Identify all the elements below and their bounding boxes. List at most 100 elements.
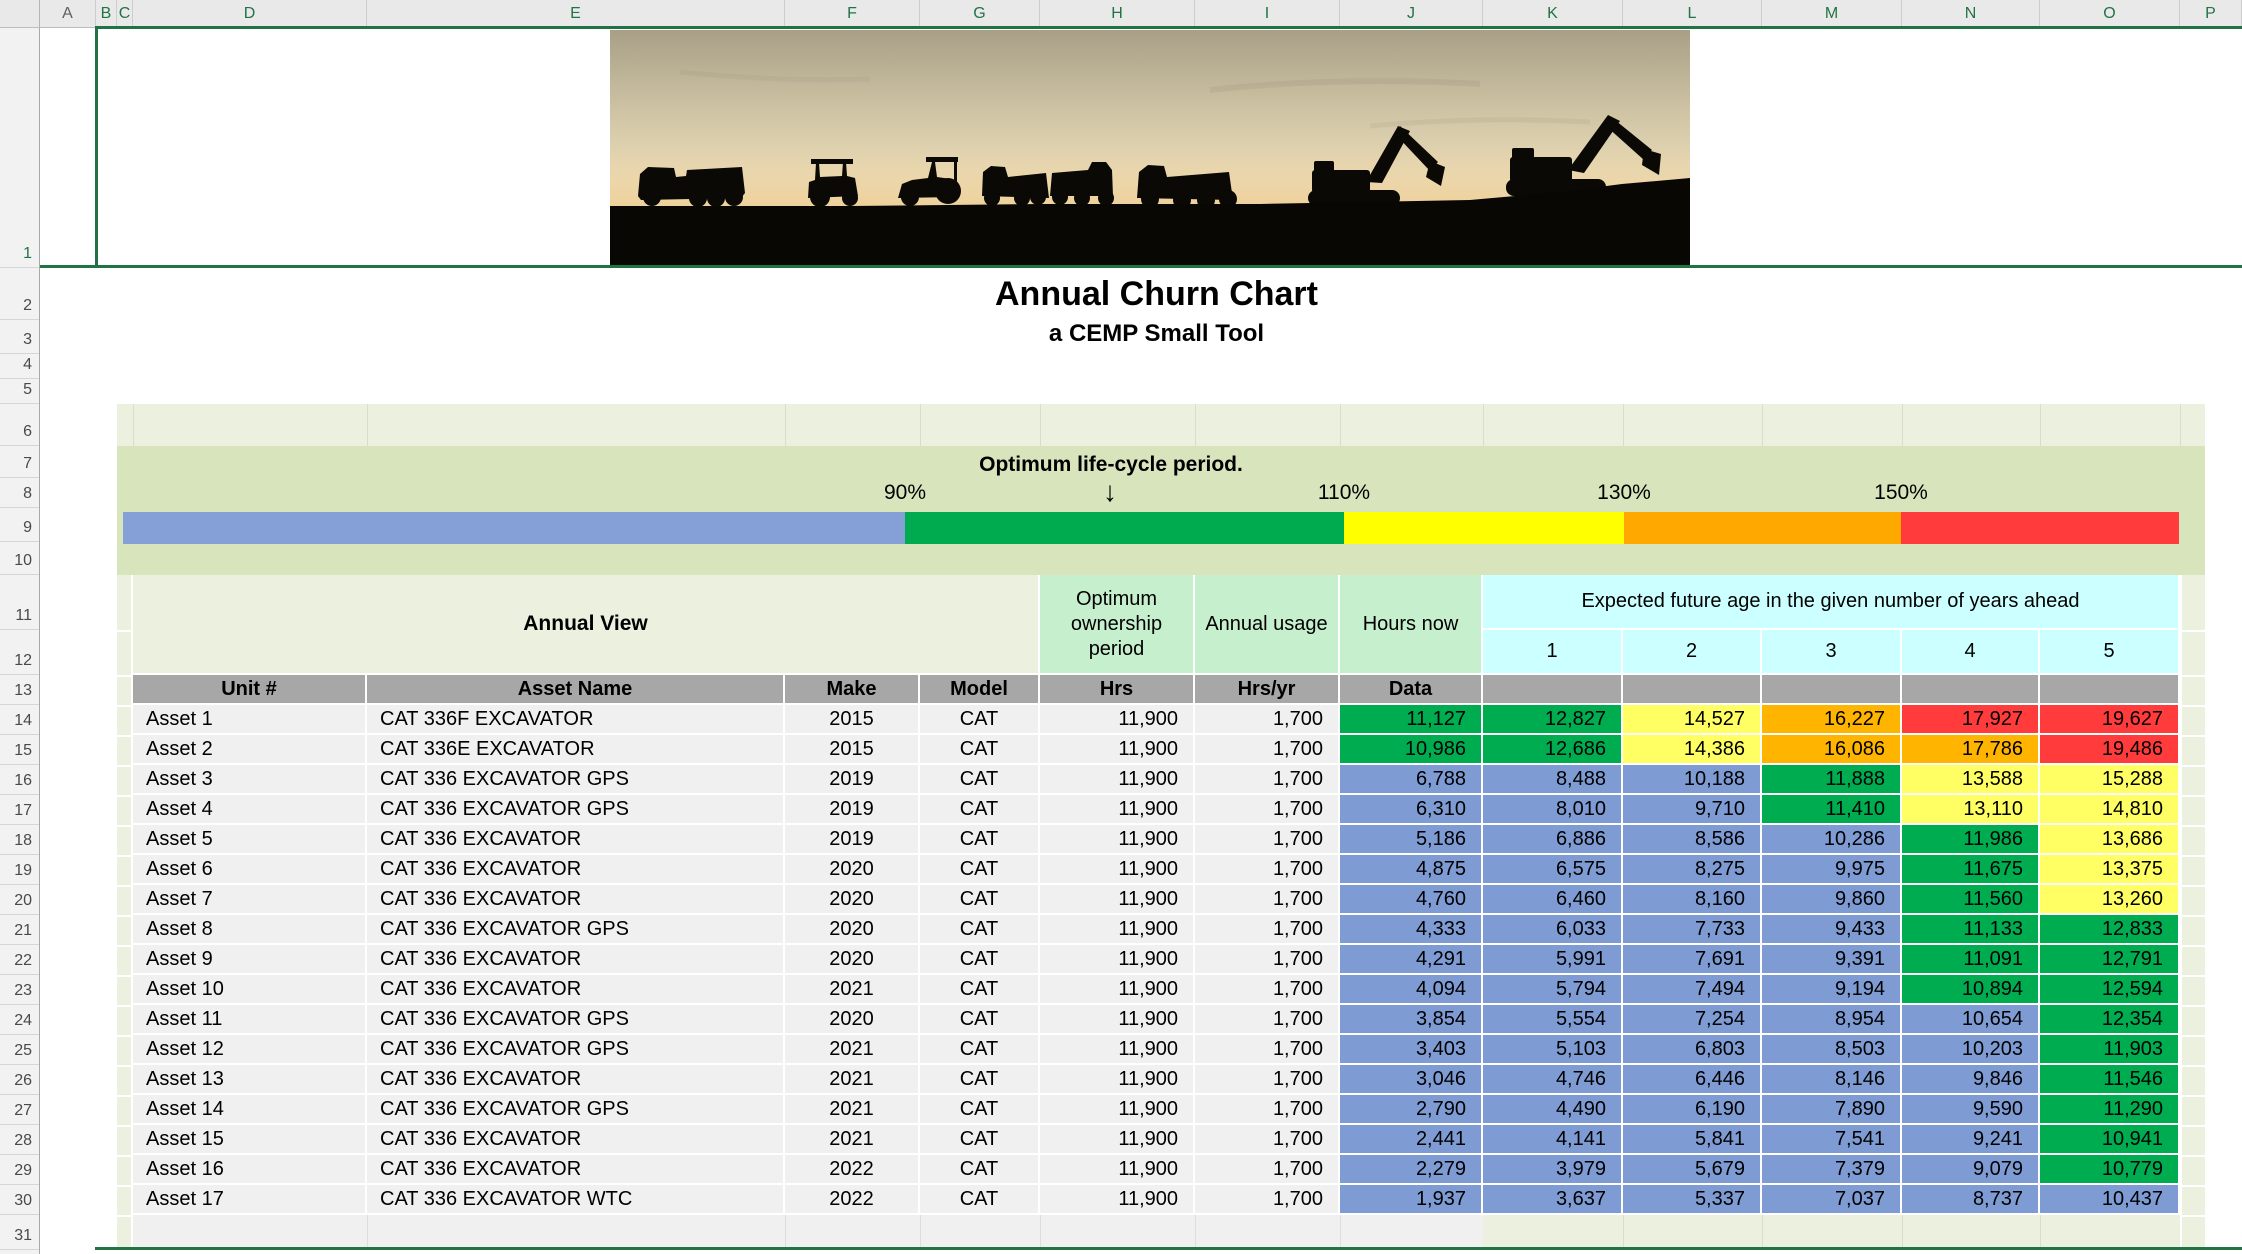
cell-year-3[interactable]: 8,954	[1762, 1005, 1902, 1035]
column-header-H[interactable]: H	[1040, 0, 1195, 27]
col-header-empty[interactable]	[1623, 675, 1762, 705]
cell-year-5[interactable]: 11,546	[2040, 1065, 2180, 1095]
cell-hrs-yr[interactable]: 1,700	[1195, 855, 1340, 885]
col-header-empty[interactable]	[1902, 675, 2040, 705]
cell-model[interactable]: CAT	[920, 1095, 1040, 1125]
cell-year-5[interactable]: 13,375	[2040, 855, 2180, 885]
cell-hrs-yr[interactable]: 1,700	[1195, 1125, 1340, 1155]
cell-year-3[interactable]: 10,286	[1762, 825, 1902, 855]
cell-model[interactable]: CAT	[920, 1005, 1040, 1035]
cell-asset-name[interactable]: CAT 336 EXCAVATOR GPS	[367, 1005, 785, 1035]
cell-model[interactable]: CAT	[920, 1155, 1040, 1185]
cell-year-0[interactable]: 4,291	[1340, 945, 1483, 975]
lifecycle-title[interactable]: Optimum life-cycle period.	[979, 453, 1243, 476]
cell-make[interactable]: 2020	[785, 855, 920, 885]
cell-year-2[interactable]: 8,275	[1623, 855, 1762, 885]
cell-make[interactable]: 2020	[785, 945, 920, 975]
cell-year-0[interactable]: 6,310	[1340, 795, 1483, 825]
cell-year-3[interactable]: 7,541	[1762, 1125, 1902, 1155]
cell-year-4[interactable]: 17,786	[1902, 735, 2040, 765]
cell-year-3[interactable]: 9,391	[1762, 945, 1902, 975]
cell-hrs-yr[interactable]: 1,700	[1195, 735, 1340, 765]
row-header-6[interactable]: 6	[0, 404, 39, 446]
cell-unit[interactable]: Asset 4	[133, 795, 367, 825]
lifecycle-bar-segment-90-110-optimum[interactable]	[905, 512, 1344, 544]
row-header-17[interactable]: 17	[0, 795, 39, 825]
cell-year-5[interactable]: 19,486	[2040, 735, 2180, 765]
cell-asset-name[interactable]: CAT 336 EXCAVATOR WTC	[367, 1185, 785, 1215]
cell-year-1[interactable]: 5,991	[1483, 945, 1623, 975]
year-col-header-5[interactable]: 5	[2040, 630, 2180, 675]
cell-year-5[interactable]: 13,260	[2040, 885, 2180, 915]
cell-model[interactable]: CAT	[920, 1125, 1040, 1155]
col-header-make[interactable]: Make	[785, 675, 920, 705]
col-header-data[interactable]: Data	[1340, 675, 1483, 705]
cell-year-5[interactable]: 11,903	[2040, 1035, 2180, 1065]
cell-year-4[interactable]: 10,203	[1902, 1035, 2040, 1065]
cell-year-4[interactable]: 9,241	[1902, 1125, 2040, 1155]
cell-year-1[interactable]: 6,575	[1483, 855, 1623, 885]
row-header-15[interactable]: 15	[0, 735, 39, 765]
cell-year-0[interactable]: 3,854	[1340, 1005, 1483, 1035]
row-header-20[interactable]: 20	[0, 885, 39, 915]
cell-model[interactable]: CAT	[920, 795, 1040, 825]
cell-year-2[interactable]: 6,803	[1623, 1035, 1762, 1065]
row-header-23[interactable]: 23	[0, 975, 39, 1005]
cell-year-2[interactable]: 5,841	[1623, 1125, 1762, 1155]
cell-year-1[interactable]: 5,794	[1483, 975, 1623, 1005]
cell-year-5[interactable]: 13,686	[2040, 825, 2180, 855]
cell-year-5[interactable]: 11,290	[2040, 1095, 2180, 1125]
column-header-E[interactable]: E	[367, 0, 785, 27]
row-header-28[interactable]: 28	[0, 1125, 39, 1155]
cell-unit[interactable]: Asset 12	[133, 1035, 367, 1065]
cell-unit[interactable]: Asset 16	[133, 1155, 367, 1185]
cell-year-2[interactable]: 7,691	[1623, 945, 1762, 975]
cell-asset-name[interactable]: CAT 336 EXCAVATOR	[367, 885, 785, 915]
cell-hrs-yr[interactable]: 1,700	[1195, 1185, 1340, 1215]
column-header-J[interactable]: J	[1340, 0, 1483, 27]
cell-unit[interactable]: Asset 7	[133, 885, 367, 915]
cell-year-2[interactable]: 9,710	[1623, 795, 1762, 825]
cell-unit[interactable]: Asset 9	[133, 945, 367, 975]
cell-year-2[interactable]: 10,188	[1623, 765, 1762, 795]
cell-model[interactable]: CAT	[920, 1035, 1040, 1065]
cell-hrs-yr[interactable]: 1,700	[1195, 885, 1340, 915]
lifecycle-bar-segment-130-150[interactable]	[1624, 512, 1901, 544]
cell-year-3[interactable]: 7,037	[1762, 1185, 1902, 1215]
column-header-P[interactable]: P	[2180, 0, 2242, 27]
year-col-header-3[interactable]: 3	[1762, 630, 1902, 675]
cell-make[interactable]: 2022	[785, 1185, 920, 1215]
cell-hrs-yr[interactable]: 1,700	[1195, 915, 1340, 945]
cell-hrs-yr[interactable]: 1,700	[1195, 1005, 1340, 1035]
cell-year-0[interactable]: 4,094	[1340, 975, 1483, 1005]
cell-asset-name[interactable]: CAT 336 EXCAVATOR GPS	[367, 1035, 785, 1065]
cell-model[interactable]: CAT	[920, 915, 1040, 945]
cell-year-2[interactable]: 14,527	[1623, 705, 1762, 735]
cell-model[interactable]: CAT	[920, 825, 1040, 855]
cell-year-4[interactable]: 11,986	[1902, 825, 2040, 855]
col-header-asset-name[interactable]: Asset Name	[367, 675, 785, 705]
cell-year-5[interactable]: 12,594	[2040, 975, 2180, 1005]
cell-hrs[interactable]: 11,900	[1040, 735, 1195, 765]
hours-now-header[interactable]: Hours now	[1340, 575, 1483, 675]
cell-hrs[interactable]: 11,900	[1040, 855, 1195, 885]
col-header-hrs[interactable]: Hrs	[1040, 675, 1195, 705]
cell-hrs-yr[interactable]: 1,700	[1195, 945, 1340, 975]
cell-year-2[interactable]: 7,254	[1623, 1005, 1762, 1035]
cell-unit[interactable]: Asset 6	[133, 855, 367, 885]
cell-year-5[interactable]: 12,833	[2040, 915, 2180, 945]
page-subtitle[interactable]: a CEMP Small Tool	[1048, 320, 1265, 347]
cell-hrs-yr[interactable]: 1,700	[1195, 1065, 1340, 1095]
cell-asset-name[interactable]: CAT 336 EXCAVATOR GPS	[367, 765, 785, 795]
row-header-8[interactable]: 8	[0, 478, 39, 508]
cell-hrs[interactable]: 11,900	[1040, 795, 1195, 825]
year-col-header-2[interactable]: 2	[1623, 630, 1762, 675]
cell-hrs-yr[interactable]: 1,700	[1195, 1035, 1340, 1065]
cell-hrs[interactable]: 11,900	[1040, 975, 1195, 1005]
row-header-26[interactable]: 26	[0, 1065, 39, 1095]
cell-year-2[interactable]: 6,446	[1623, 1065, 1762, 1095]
cell-year-1[interactable]: 12,827	[1483, 705, 1623, 735]
cell-year-0[interactable]: 5,186	[1340, 825, 1483, 855]
cell-year-2[interactable]: 7,733	[1623, 915, 1762, 945]
cell-year-0[interactable]: 6,788	[1340, 765, 1483, 795]
